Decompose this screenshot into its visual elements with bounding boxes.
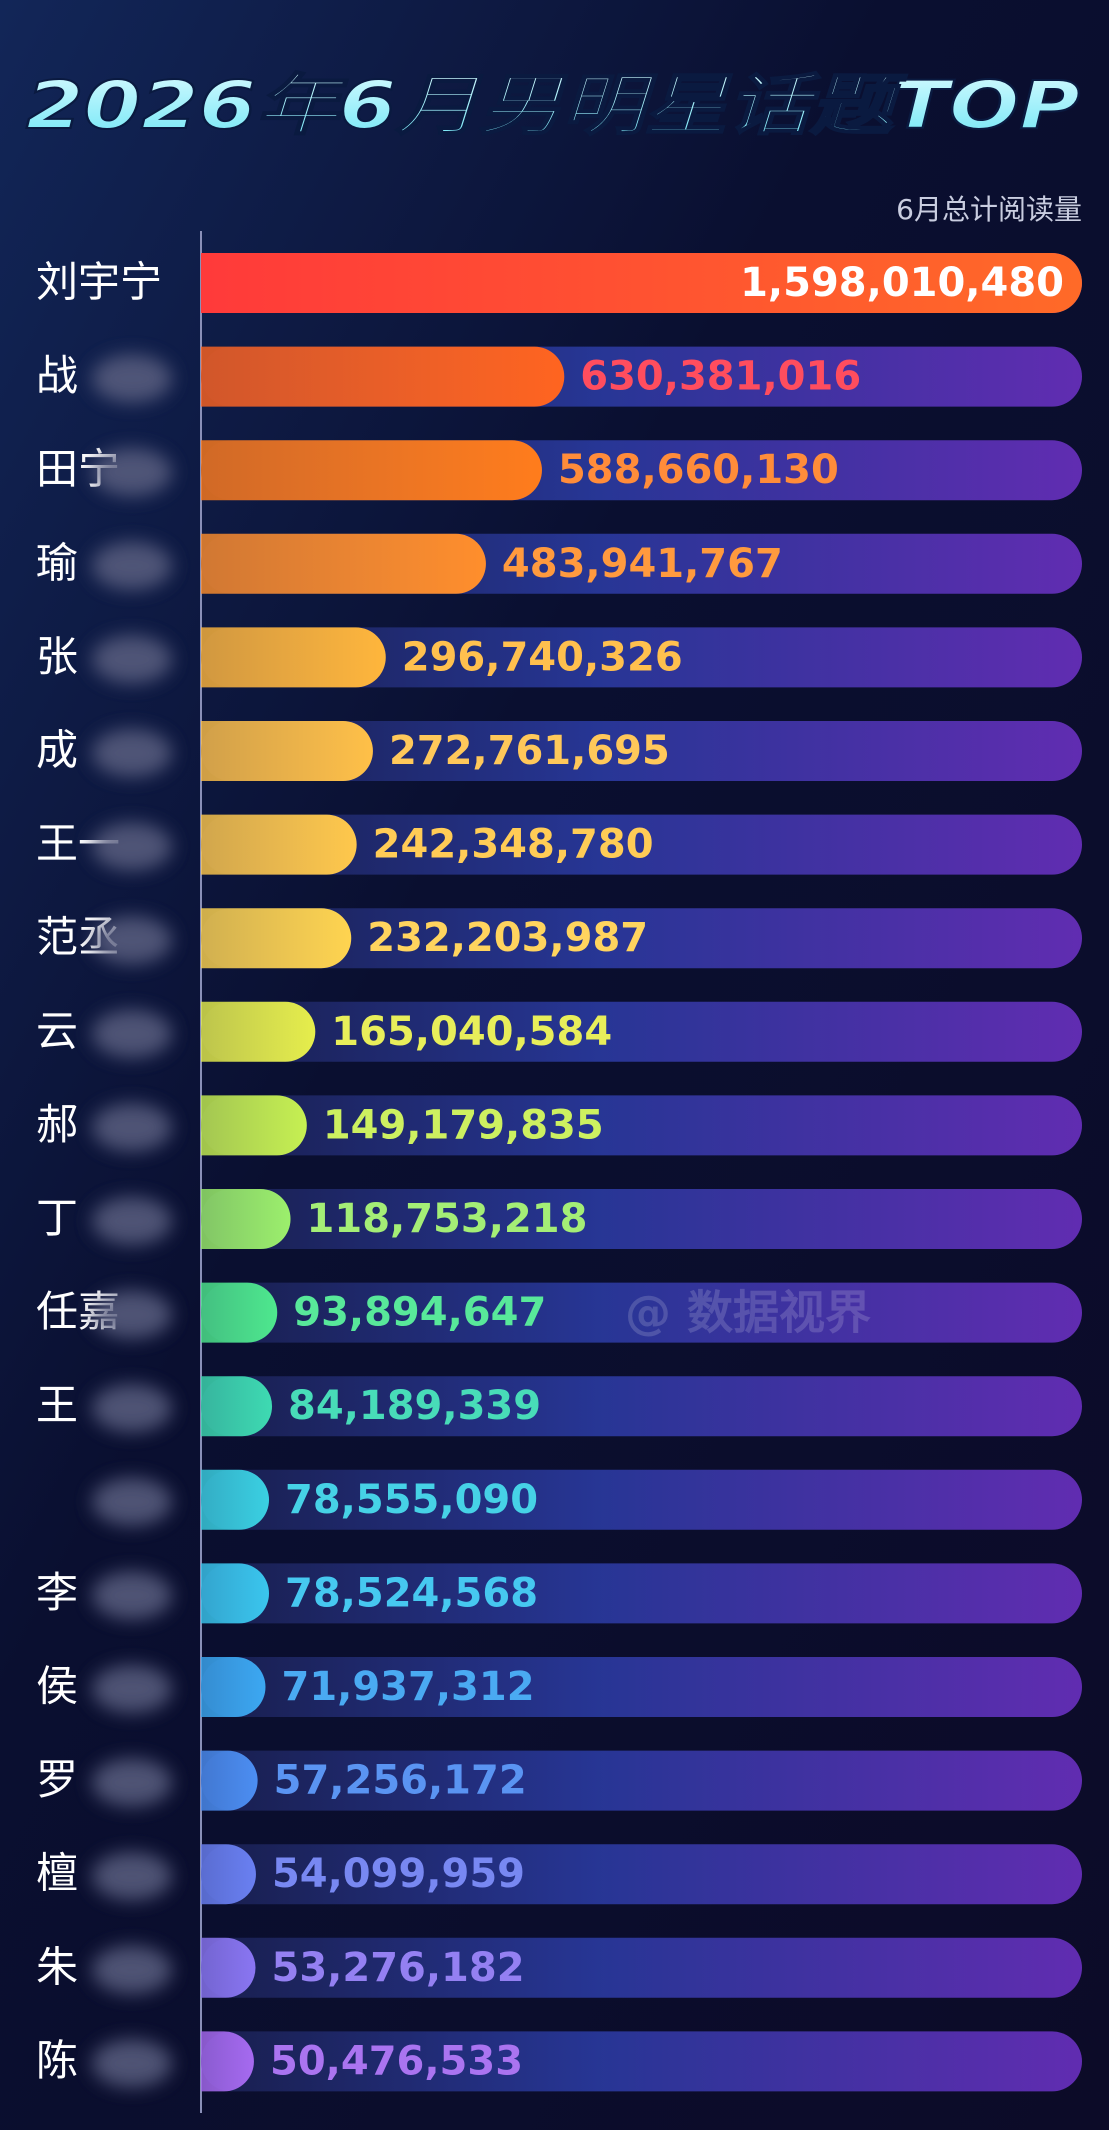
category-label: 罗 — [36, 1755, 78, 1804]
bar-track — [201, 627, 1082, 688]
blur-mask — [92, 635, 172, 684]
value-label: 118,753,218 — [307, 1196, 588, 1242]
bar — [201, 721, 373, 781]
bar — [201, 1937, 256, 1998]
category-label: 郝 — [36, 1100, 78, 1149]
value-label: 1,598,010,480 — [740, 260, 1064, 306]
value-label: 50,476,533 — [270, 2038, 523, 2084]
bar — [201, 1095, 307, 1156]
bar-track — [201, 1095, 1082, 1156]
category-label: 战 — [36, 351, 78, 400]
value-label: 84,189,339 — [288, 1383, 541, 1429]
category-label: 瑜 — [36, 538, 78, 587]
bar — [201, 346, 565, 407]
chart-title: 2026年6月男明星话题TOP — [26, 67, 1080, 144]
blur-mask — [92, 1477, 172, 1526]
bar — [201, 1657, 266, 1717]
blur-mask — [92, 1665, 172, 1713]
bar — [201, 1001, 316, 1062]
value-label: 232,203,987 — [367, 915, 648, 961]
category-label: 陈 — [36, 2036, 78, 2085]
blur-mask — [92, 1384, 172, 1433]
blur-mask — [92, 916, 172, 965]
bar — [201, 533, 486, 594]
bar-track — [201, 1189, 1082, 1249]
bar-track — [201, 1282, 1082, 1343]
bar-track — [201, 1844, 1082, 1905]
blur-mask — [92, 1945, 172, 1994]
bar — [201, 627, 386, 688]
bar — [201, 2031, 254, 2092]
category-label: 李 — [36, 1568, 78, 1617]
value-label: 483,941,767 — [502, 541, 783, 587]
category-label: 张 — [36, 632, 78, 681]
category-label: 云 — [36, 1006, 78, 1055]
category-label: 朱 — [36, 1942, 78, 1991]
bar-track — [201, 1657, 1082, 1717]
value-label: 71,937,312 — [281, 1664, 534, 1710]
bar — [201, 1376, 273, 1437]
bar — [201, 1750, 258, 1811]
bar-track — [201, 1937, 1082, 1998]
blur-mask — [92, 354, 172, 403]
bar — [201, 908, 352, 969]
category-label: 王 — [36, 1381, 78, 1430]
value-label: 78,555,090 — [285, 1477, 538, 1523]
bar — [201, 1469, 270, 1530]
value-label: 165,040,584 — [331, 1009, 612, 1055]
value-label: 242,348,780 — [373, 822, 654, 868]
bar-track — [201, 1563, 1082, 1624]
blur-mask — [92, 1852, 172, 1901]
category-label: 侯 — [36, 1662, 78, 1711]
bar-track — [201, 908, 1082, 969]
blur-mask — [92, 2039, 172, 2088]
blur-mask — [92, 822, 172, 871]
value-label: 57,256,172 — [274, 1758, 527, 1804]
bar-track — [201, 1469, 1082, 1530]
value-label: 53,276,182 — [272, 1945, 525, 1991]
value-label: 93,894,647 — [293, 1290, 546, 1336]
blur-mask — [92, 729, 172, 777]
value-label: 54,099,959 — [272, 1851, 525, 1897]
bar — [201, 1563, 270, 1624]
value-label: 78,524,568 — [285, 1570, 538, 1616]
blur-mask — [92, 448, 172, 497]
bar-track — [201, 1750, 1082, 1811]
chart-subtitle: 6月总计阅读量 — [896, 193, 1082, 226]
blur-mask — [92, 541, 172, 590]
value-label: 630,381,016 — [580, 354, 861, 400]
value-label: 588,660,130 — [558, 447, 839, 493]
bar-track — [201, 1001, 1082, 1062]
bar-track — [201, 1376, 1082, 1437]
blur-mask — [92, 1758, 172, 1807]
blur-mask — [92, 1197, 172, 1245]
bar-track — [201, 814, 1082, 875]
bar — [201, 440, 542, 501]
bar — [201, 1189, 291, 1249]
value-label: 149,179,835 — [323, 1102, 604, 1148]
blur-mask — [92, 1290, 172, 1339]
category-label: 檀 — [36, 1849, 78, 1898]
bar — [201, 814, 357, 875]
bar — [201, 1282, 278, 1343]
bar — [201, 253, 1082, 313]
blur-mask — [92, 1571, 172, 1620]
category-label: 刘宇宁 — [36, 258, 162, 307]
blur-mask — [92, 1103, 172, 1152]
category-label: 丁 — [36, 1194, 78, 1243]
watermark: @ 数据视界 — [625, 1286, 871, 1340]
category-label: 成 — [36, 726, 78, 775]
bar-track — [201, 2031, 1082, 2092]
value-label: 272,761,695 — [389, 728, 670, 774]
bar-track — [201, 721, 1082, 781]
value-label: 296,740,326 — [402, 634, 683, 680]
bar — [201, 1844, 256, 1905]
blur-mask — [92, 1009, 172, 1058]
